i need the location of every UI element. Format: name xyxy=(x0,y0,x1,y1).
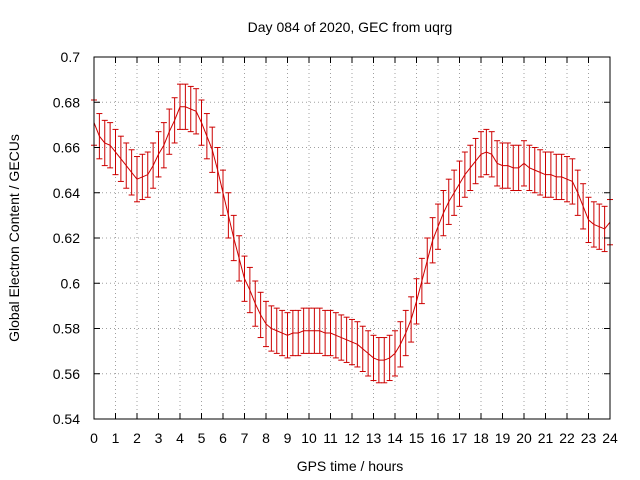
x-tick-label: 10 xyxy=(301,430,317,446)
x-tick-label: 6 xyxy=(219,430,227,446)
x-tick-label: 21 xyxy=(538,430,554,446)
x-tick-label: 9 xyxy=(284,430,292,446)
y-axis-label: Global Electron Content / GECUs xyxy=(6,134,22,342)
x-tick-label: 16 xyxy=(430,430,446,446)
x-tick-label: 4 xyxy=(176,430,184,446)
x-tick-label: 14 xyxy=(387,430,403,446)
grid-lines xyxy=(94,57,610,419)
x-tick-label: 12 xyxy=(344,430,360,446)
gec-series-line xyxy=(93,106,611,361)
y-tick-label: 0.54 xyxy=(53,411,80,427)
x-tick-label: 1 xyxy=(112,430,120,446)
y-tick-label: 0.66 xyxy=(53,140,80,156)
x-tick-label: 19 xyxy=(495,430,511,446)
x-tick-label: 24 xyxy=(602,430,618,446)
x-axis-label: GPS time / hours xyxy=(297,458,404,474)
x-tick-label: 20 xyxy=(516,430,532,446)
x-tick-label: 7 xyxy=(241,430,249,446)
x-tick-label: 18 xyxy=(473,430,489,446)
x-tick-label: 23 xyxy=(581,430,597,446)
x-tick-label: 22 xyxy=(559,430,575,446)
y-tick-label: 0.58 xyxy=(53,321,80,337)
y-tick-label: 0.6 xyxy=(61,275,81,291)
x-tick-label: 2 xyxy=(133,430,141,446)
y-tick-label: 0.7 xyxy=(61,49,81,65)
x-tick-label: 3 xyxy=(155,430,163,446)
x-axis-ticks: 0 1 2 3 4 5 6 7 8 9 10 11 12 13 14 15 16 17 18 19 20 21 22 23 24 xyxy=(90,57,618,446)
x-tick-label: 5 xyxy=(198,430,206,446)
y-axis-ticks: 0.54 0.56 0.58 0.6 0.62 0.64 0.66 0.68 0.7 xyxy=(53,49,610,427)
x-tick-label: 13 xyxy=(366,430,382,446)
x-tick-label: 0 xyxy=(90,430,98,446)
y-tick-label: 0.56 xyxy=(53,366,80,382)
data-series xyxy=(93,106,611,361)
x-tick-label: 8 xyxy=(262,430,270,446)
y-tick-label: 0.62 xyxy=(53,230,80,246)
x-tick-label: 15 xyxy=(409,430,425,446)
y-tick-label: 0.68 xyxy=(53,94,80,110)
chart-title: Day 084 of 2020, GEC from uqrg xyxy=(248,19,453,35)
x-tick-label: 11 xyxy=(323,430,338,446)
y-tick-label: 0.64 xyxy=(53,185,80,201)
x-tick-label: 17 xyxy=(452,430,468,446)
